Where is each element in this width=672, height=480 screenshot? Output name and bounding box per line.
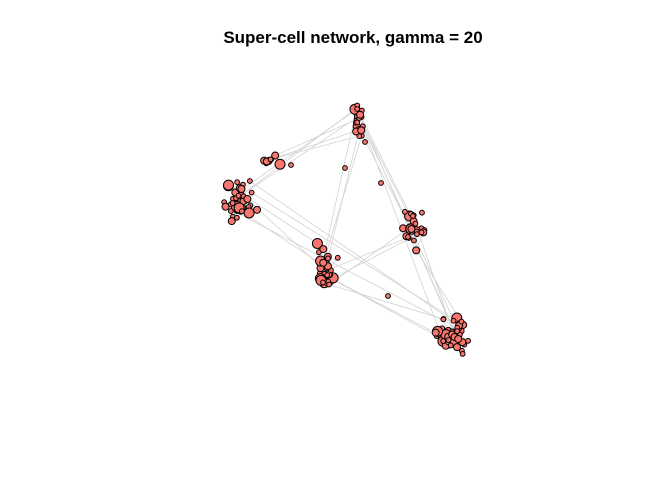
network-node <box>239 208 245 215</box>
network-node <box>319 258 328 267</box>
network-edge <box>324 274 449 341</box>
network-node <box>235 192 242 199</box>
network-node <box>248 189 255 196</box>
network-node <box>267 156 274 163</box>
network-node <box>454 328 461 335</box>
plot-title: Super-cell network, gamma = 20 <box>223 28 483 47</box>
network-node <box>325 255 331 262</box>
network-node <box>253 205 262 214</box>
network-node <box>402 208 408 215</box>
network-node <box>288 162 294 168</box>
network-node <box>431 328 440 337</box>
network-edge <box>362 126 444 342</box>
network-edge <box>251 192 464 326</box>
network-node <box>222 179 234 191</box>
network-node <box>447 342 454 349</box>
network-node <box>234 214 240 221</box>
network-node <box>385 293 391 299</box>
network-node <box>221 202 230 211</box>
network-node <box>342 165 348 171</box>
network-node <box>452 343 461 352</box>
network-edge <box>359 114 414 222</box>
network-node <box>246 178 253 184</box>
network-edge <box>249 180 460 326</box>
network-node <box>405 234 411 240</box>
network-node <box>354 106 361 112</box>
network-node <box>440 338 447 344</box>
network-node <box>334 254 341 261</box>
network-edge <box>324 232 422 284</box>
network-node <box>234 179 241 186</box>
network-node <box>324 272 331 279</box>
network-node <box>243 207 255 219</box>
network-edge <box>322 135 363 263</box>
network-edge <box>270 129 360 160</box>
network-edge <box>275 116 362 156</box>
network-edge <box>328 223 416 285</box>
network-node <box>458 318 465 325</box>
network-node <box>445 337 452 343</box>
network-node <box>320 279 326 286</box>
network-node <box>378 180 384 186</box>
network-node <box>311 237 323 249</box>
network-node <box>407 224 416 233</box>
edge-layer <box>224 105 469 355</box>
node-layer <box>221 102 471 357</box>
network-edge <box>225 206 460 330</box>
network-node <box>409 213 416 219</box>
network-node <box>450 317 457 324</box>
network-node <box>362 139 368 145</box>
network-node <box>357 126 366 135</box>
network-node <box>356 110 365 119</box>
network-node <box>412 246 421 255</box>
network-node <box>459 350 466 357</box>
network-node <box>227 208 234 214</box>
network-edge <box>270 135 360 160</box>
network-node <box>243 195 252 204</box>
network-node <box>419 209 425 216</box>
network-node <box>227 217 236 226</box>
network-edge <box>240 115 361 196</box>
network-node <box>465 337 471 344</box>
network-node <box>319 245 328 254</box>
network-node <box>229 200 236 206</box>
network-node <box>237 184 246 193</box>
network-node <box>440 316 447 323</box>
network-node <box>411 237 417 244</box>
network-node <box>271 151 280 160</box>
network-edge <box>327 129 360 259</box>
network-node <box>454 334 463 343</box>
network-node <box>326 281 332 288</box>
network-node <box>414 231 420 238</box>
network-node <box>412 220 419 227</box>
network-node <box>274 158 286 170</box>
